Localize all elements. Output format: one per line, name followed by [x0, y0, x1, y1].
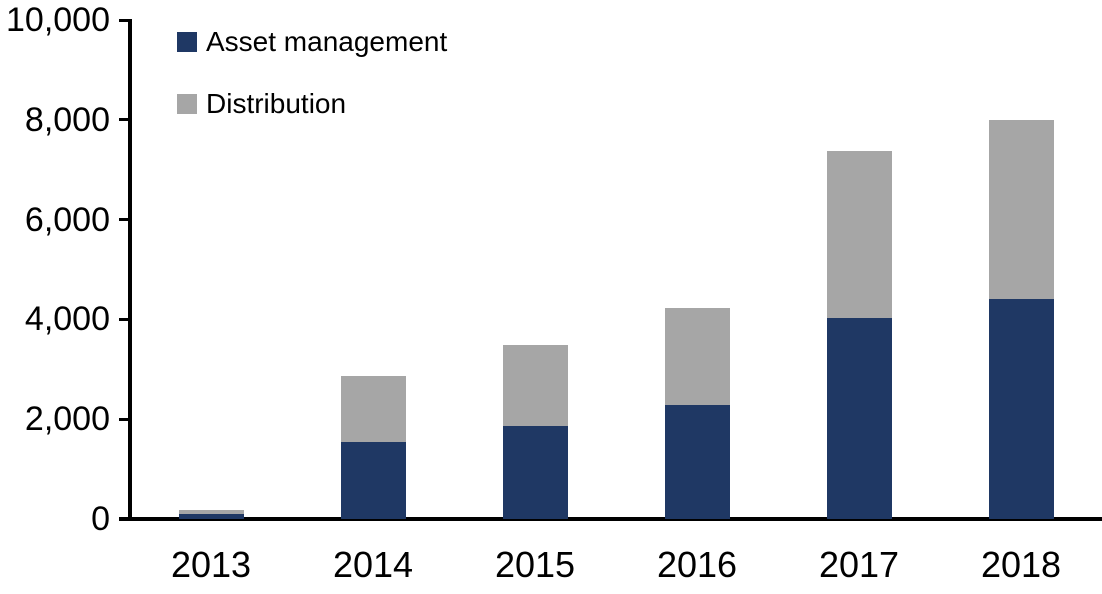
y-tick-label-4-000: 4,000: [24, 300, 110, 339]
x-tick-label-2014: 2014: [332, 544, 414, 585]
y-tick-label-10-000: 10,000: [6, 1, 110, 39]
bar-segment-asset-management-2013: [178, 514, 244, 519]
y-tick-label-2-000: 2,000: [24, 400, 110, 439]
y-tick-mark-6-000: [119, 218, 131, 222]
bar-segment-distribution-2018: [988, 120, 1054, 299]
legend-swatch-distribution-icon: [177, 94, 197, 114]
x-tick-label-2017: 2017: [818, 544, 900, 585]
x-axis-line: [119, 517, 1102, 521]
bar-segment-asset-management-2016: [664, 404, 730, 519]
y-tick-label-6-000: 6,000: [24, 200, 110, 239]
y-tick-mark-10-000: [119, 18, 131, 22]
y-axis-line: [128, 19, 132, 521]
bar-segment-asset-management-2018: [988, 298, 1054, 519]
bar-segment-distribution-2015: [502, 344, 568, 426]
bar-segment-distribution-2016: [664, 308, 730, 405]
y-tick-mark-0: [119, 517, 131, 521]
legend-swatch-asset-management-icon: [177, 32, 197, 52]
legend-label-asset-management: Asset management: [206, 26, 448, 57]
x-tick-label-2018: 2018: [980, 544, 1062, 585]
y-tick-mark-8-000: [119, 118, 131, 122]
bar-segment-distribution-2017: [826, 150, 892, 318]
bar-segment-distribution-2014: [340, 376, 406, 443]
x-tick-label-2013: 2013: [170, 544, 252, 585]
bar-segment-distribution-2013: [178, 509, 244, 514]
legend-item-asset-management: Asset management: [177, 28, 447, 56]
bar-segment-asset-management-2017: [826, 317, 892, 519]
x-tick-label-2015: 2015: [494, 544, 576, 585]
y-tick-mark-4-000: [119, 317, 131, 321]
y-tick-mark-2-000: [119, 417, 131, 421]
y-tick-label-8-000: 8,000: [24, 100, 110, 139]
x-tick-label-2016: 2016: [656, 544, 738, 585]
legend-item-distribution: Distribution: [177, 90, 346, 118]
bar-segment-asset-management-2014: [340, 442, 406, 519]
y-tick-label-0: 0: [91, 500, 110, 538]
legend-label-distribution: Distribution: [206, 88, 347, 119]
bar-segment-asset-management-2015: [502, 425, 568, 519]
